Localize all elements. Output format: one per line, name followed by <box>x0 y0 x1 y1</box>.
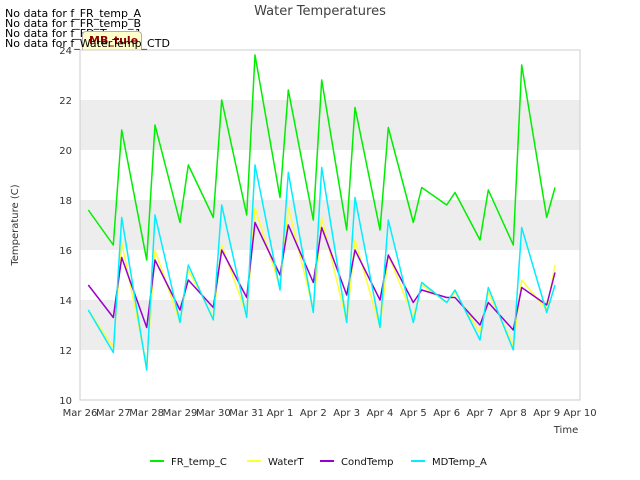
legend-label: FR_temp_C <box>171 457 227 468</box>
y-tick-label: 12 <box>59 346 72 357</box>
x-tick-label: Mar 27 <box>96 408 131 419</box>
legend-label: WaterT <box>268 457 305 468</box>
y-tick-label: 16 <box>59 246 72 257</box>
series-line-MDTemp_A <box>87 164 556 371</box>
x-tick-label: Mar 29 <box>163 408 198 419</box>
legend-item: FR_temp_C <box>150 457 227 468</box>
series-line-CondTemp <box>87 221 556 331</box>
grid-band <box>80 350 580 400</box>
y-ticks: 10 12 14 16 18 20 22 24 <box>59 46 72 407</box>
x-tick-label: Apr 4 <box>367 408 394 419</box>
x-tick-label: Apr 3 <box>333 408 360 419</box>
x-tick-label: Apr 8 <box>500 408 527 419</box>
legend-item: MDTemp_A <box>411 457 487 468</box>
y-tick-label: 24 <box>59 46 72 57</box>
x-tick-label: Apr 2 <box>300 408 327 419</box>
series-lines <box>87 54 556 371</box>
legend-item: WaterT <box>247 457 305 468</box>
x-tick-label: Apr 1 <box>267 408 294 419</box>
x-tick-label: Mar 28 <box>129 408 164 419</box>
x-tick-label: Apr 6 <box>433 408 460 419</box>
x-tick-label: Mar 30 <box>196 408 231 419</box>
y-tick-label: 14 <box>59 296 72 307</box>
y-axis-label: Temperature (C) <box>10 184 21 266</box>
chart-title: Water Temperatures <box>254 4 386 19</box>
x-tick-label: Mar 26 <box>63 408 98 419</box>
grid-band <box>80 300 580 350</box>
x-axis-label: Time <box>553 425 578 436</box>
y-tick-label: 10 <box>59 396 72 407</box>
x-tick-label: Mar 31 <box>229 408 264 419</box>
x-tick-label: Apr 7 <box>467 408 494 419</box>
no-data-note: No data for f_FR_temp_A <box>5 7 141 20</box>
legend: FR_temp_C WaterT CondTemp MDTemp_A <box>150 457 487 468</box>
site-badge[interactable]: MB_tule <box>82 31 142 51</box>
grid-band <box>80 150 580 200</box>
legend-label: MDTemp_A <box>432 457 487 468</box>
x-tick-label: Apr 9 <box>533 408 560 419</box>
no-data-note: No data for f_WaterTemp_CTD <box>5 37 170 50</box>
plot-frame <box>79 49 581 401</box>
y-tick-label: 20 <box>59 146 72 157</box>
legend-label: CondTemp <box>341 457 393 468</box>
x-tick-label: Apr 5 <box>400 408 427 419</box>
grid-bands <box>80 50 580 400</box>
x-tick-label: Apr 10 <box>563 408 596 419</box>
grid-band <box>80 100 580 150</box>
site-badge-label: MB_tule <box>89 34 139 47</box>
legend-item: CondTemp <box>320 457 393 468</box>
series-line-FR_temp_C <box>87 54 556 261</box>
y-tick-label: 18 <box>59 196 72 207</box>
y-tick-label: 22 <box>59 96 72 107</box>
grid-band <box>80 50 580 100</box>
no-data-note: No data for f_FR_temp_B <box>5 17 142 30</box>
